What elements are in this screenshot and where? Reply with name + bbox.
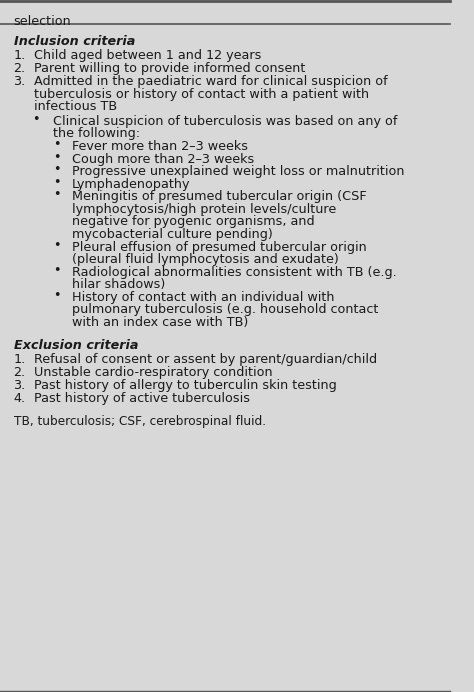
Text: Pleural effusion of presumed tubercular origin: Pleural effusion of presumed tubercular …	[72, 241, 367, 254]
Text: selection: selection	[13, 15, 71, 28]
Text: Meningitis of presumed tubercular origin (CSF: Meningitis of presumed tubercular origin…	[72, 190, 366, 203]
Text: Clinical suspicion of tuberculosis was based on any of: Clinical suspicion of tuberculosis was b…	[53, 115, 398, 128]
Text: mycobacterial culture pending): mycobacterial culture pending)	[72, 228, 273, 241]
Text: Past history of allergy to tuberculin skin testing: Past history of allergy to tuberculin sk…	[34, 379, 337, 392]
Text: 2.: 2.	[13, 366, 26, 379]
Text: infectious TB: infectious TB	[34, 100, 117, 113]
Text: (pleural fluid lymphocytosis and exudate): (pleural fluid lymphocytosis and exudate…	[72, 253, 339, 266]
Text: Refusal of consent or assent by parent/guardian/child: Refusal of consent or assent by parent/g…	[34, 353, 377, 366]
Text: Child aged between 1 and 12 years: Child aged between 1 and 12 years	[34, 49, 261, 62]
Text: Cough more than 2–3 weeks: Cough more than 2–3 weeks	[72, 153, 254, 166]
Text: TB, tuberculosis; CSF, cerebrospinal fluid.: TB, tuberculosis; CSF, cerebrospinal flu…	[13, 415, 265, 428]
Text: with an index case with TB): with an index case with TB)	[72, 316, 248, 329]
Text: hilar shadows): hilar shadows)	[72, 278, 165, 291]
Text: 4.: 4.	[13, 392, 26, 406]
Text: lymphocytosis/high protein levels/culture: lymphocytosis/high protein levels/cultur…	[72, 203, 336, 216]
Text: Radiological abnormalities consistent with TB (e.g.: Radiological abnormalities consistent wi…	[72, 266, 397, 279]
Text: •: •	[32, 113, 40, 126]
Text: History of contact with an individual with: History of contact with an individual wi…	[72, 291, 335, 304]
Text: Past history of active tuberculosis: Past history of active tuberculosis	[34, 392, 250, 406]
Text: the following:: the following:	[53, 127, 140, 140]
Text: Lymphadenopathy: Lymphadenopathy	[72, 178, 191, 191]
Text: •: •	[53, 163, 61, 176]
Text: •: •	[53, 151, 61, 164]
Text: 3.: 3.	[13, 379, 26, 392]
Text: •: •	[53, 264, 61, 277]
Text: •: •	[53, 289, 61, 302]
Text: pulmonary tuberculosis (e.g. household contact: pulmonary tuberculosis (e.g. household c…	[72, 303, 378, 316]
Text: Admitted in the paediatric ward for clinical suspicion of: Admitted in the paediatric ward for clin…	[34, 75, 387, 89]
Text: 3.: 3.	[13, 75, 26, 89]
Text: Unstable cardio-respiratory condition: Unstable cardio-respiratory condition	[34, 366, 273, 379]
Text: Progressive unexplained weight loss or malnutrition: Progressive unexplained weight loss or m…	[72, 165, 404, 179]
Text: Parent willing to provide informed consent: Parent willing to provide informed conse…	[34, 62, 305, 75]
Text: •: •	[53, 138, 61, 152]
Text: Inclusion criteria: Inclusion criteria	[13, 35, 135, 48]
Text: 2.: 2.	[13, 62, 26, 75]
Text: •: •	[53, 239, 61, 252]
Text: 1.: 1.	[13, 353, 26, 366]
Text: Fever more than 2–3 weeks: Fever more than 2–3 weeks	[72, 140, 248, 154]
Text: •: •	[53, 188, 61, 201]
Text: tuberculosis or history of contact with a patient with: tuberculosis or history of contact with …	[34, 88, 369, 101]
Text: Exclusion criteria: Exclusion criteria	[13, 339, 138, 352]
Text: negative for pyogenic organisms, and: negative for pyogenic organisms, and	[72, 215, 315, 228]
Text: •: •	[53, 176, 61, 189]
Text: 1.: 1.	[13, 49, 26, 62]
